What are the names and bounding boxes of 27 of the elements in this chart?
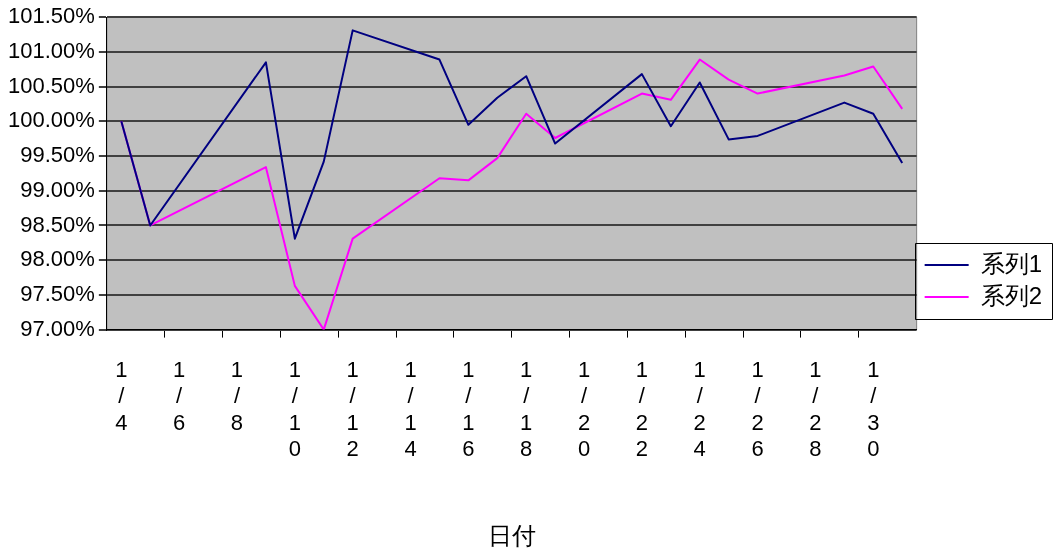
x-tick-label: 1/22: [635, 356, 649, 462]
x-tick-label: 1/18: [520, 356, 533, 462]
y-tick-label: 97.00%: [20, 315, 95, 341]
x-tick-label: 1/6: [173, 356, 186, 435]
y-tick-label: 99.50%: [20, 142, 95, 168]
x-axis-title: 日付: [487, 522, 536, 550]
x-tick-label: 1/20: [577, 356, 591, 462]
x-tick-label: 1/4: [115, 356, 128, 435]
legend-label: 系列1: [980, 249, 1043, 277]
legend-label: 系列2: [980, 281, 1043, 309]
x-tick-label: 1/16: [462, 356, 475, 462]
x-tick-label: 1/10: [288, 356, 301, 462]
y-tick-label: 98.00%: [20, 246, 95, 272]
y-tick-label: 101.50%: [7, 3, 95, 29]
x-tick-label: 1/8: [230, 356, 244, 435]
x-tick-label: 1/14: [404, 356, 417, 462]
x-tick-label: 1/24: [693, 356, 706, 462]
y-tick-label: 99.00%: [20, 176, 95, 202]
y-tick-label: 101.00%: [7, 37, 95, 63]
y-tick-label: 97.50%: [20, 280, 95, 306]
x-tick-label: 1/26: [751, 356, 764, 462]
y-tick-label: 98.50%: [20, 211, 95, 237]
x-tick-label: 1/30: [867, 356, 880, 462]
y-tick-label: 100.50%: [7, 72, 95, 98]
x-tick-label: 1/12: [346, 356, 359, 462]
y-tick-label: 100.00%: [7, 107, 95, 133]
x-tick-label: 1/28: [809, 356, 822, 462]
